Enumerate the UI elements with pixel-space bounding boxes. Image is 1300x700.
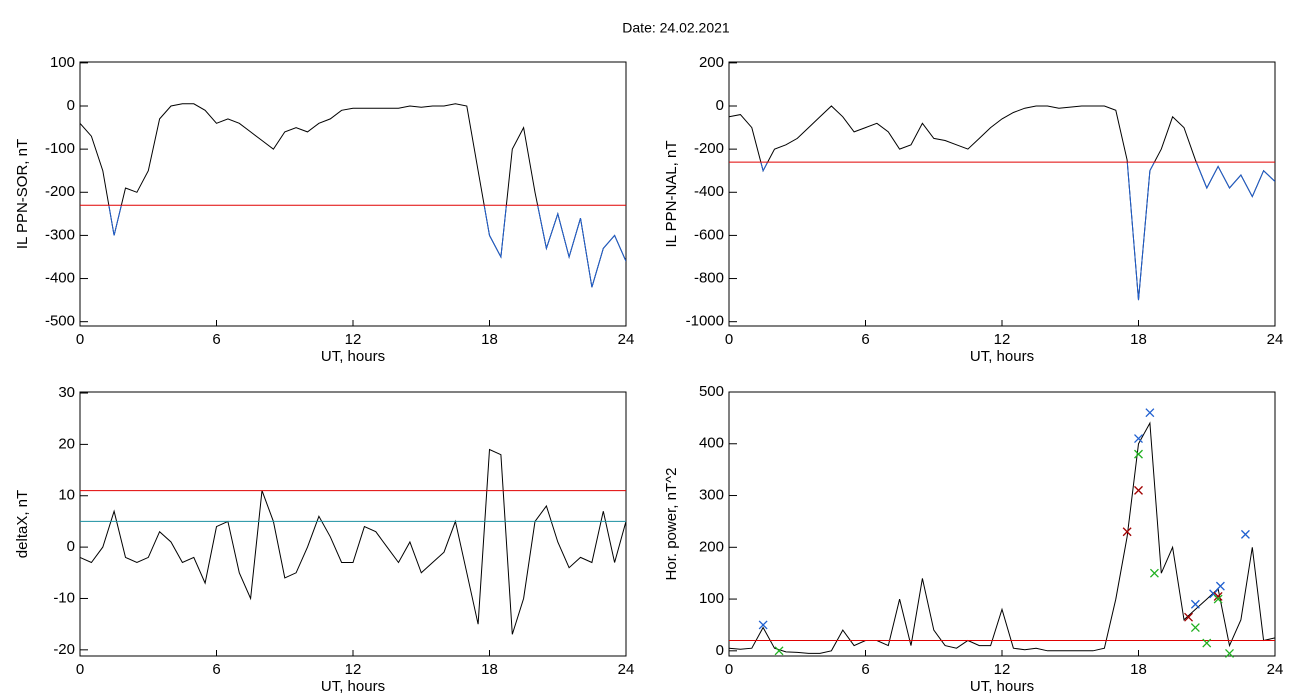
marker xyxy=(774,646,784,656)
y-tick-label: 0 xyxy=(67,97,75,114)
y-tick-label: -800 xyxy=(694,270,724,287)
x-axis-label: UT, hours xyxy=(970,678,1034,695)
marker xyxy=(1190,599,1200,609)
y-tick-label: -200 xyxy=(45,183,75,200)
y-tick-label: -10 xyxy=(53,589,75,606)
chart: 0 6 12 18 24 0 100 200 300 400 500 UT, hours Hor. po… xyxy=(663,383,1283,695)
marker xyxy=(1190,623,1200,632)
y-tick-label: -20 xyxy=(53,641,75,658)
x-tick-label: 12 xyxy=(994,331,1011,348)
y-tick-label: 0 xyxy=(716,97,724,114)
y-tick-label: 100 xyxy=(50,54,75,71)
plot-frame xyxy=(79,61,627,327)
y-tick-label: 0 xyxy=(67,538,75,555)
marker xyxy=(758,620,768,630)
marker xyxy=(1213,592,1223,601)
marker xyxy=(1202,638,1212,648)
x-tick-label: 18 xyxy=(481,661,498,678)
x-tick-label: 12 xyxy=(994,661,1011,678)
y-axis-label: IL PPN-SOR, nT xyxy=(14,139,31,249)
y-tick-label: -100 xyxy=(45,140,75,157)
data-line xyxy=(79,103,627,288)
data-line-below-threshold xyxy=(760,162,1275,301)
x-tick-label: 12 xyxy=(345,661,362,678)
marker xyxy=(1134,449,1143,459)
x-tick-label: 12 xyxy=(345,331,362,348)
marker xyxy=(1184,612,1194,622)
y-axis-label: deltaX, nT xyxy=(14,490,31,558)
marker xyxy=(1145,408,1155,418)
x-tick-label: 18 xyxy=(1130,331,1147,348)
y-tick-label: -1000 xyxy=(686,313,724,330)
marker xyxy=(1122,527,1132,537)
y-axis-label: Hor. power, nT^2 xyxy=(663,468,680,581)
marker xyxy=(1240,529,1250,539)
y-tick-label: 30 xyxy=(58,384,75,401)
x-axis-label: UT, hours xyxy=(970,348,1034,365)
x-tick-label: 0 xyxy=(76,661,84,678)
chart: 0 6 12 18 24 -500 -400 -300 -200 -100 0 100 UT, hour… xyxy=(14,54,634,365)
x-tick-label: 6 xyxy=(212,661,220,678)
marker xyxy=(1149,568,1159,578)
marker xyxy=(1134,434,1143,444)
chart: 0 6 12 18 24 -1000 -800 -600 -400 -200 0 200 UT, hou… xyxy=(663,54,1283,365)
y-tick-label: 300 xyxy=(699,486,724,503)
marker xyxy=(1225,648,1234,658)
x-tick-label: 6 xyxy=(861,331,869,348)
y-tick-label: -400 xyxy=(45,270,75,287)
y-tick-label: -300 xyxy=(45,226,75,243)
plot-frame xyxy=(79,391,627,657)
x-tick-label: 24 xyxy=(1267,331,1284,348)
y-tick-label: 400 xyxy=(699,435,724,452)
marker xyxy=(1213,594,1223,604)
x-tick-label: 18 xyxy=(1130,661,1147,678)
x-tick-label: 0 xyxy=(725,331,733,348)
x-tick-label: 0 xyxy=(76,331,84,348)
y-tick-label: 200 xyxy=(699,538,724,555)
data-line-below-threshold xyxy=(108,205,626,288)
y-tick-label: -200 xyxy=(694,140,724,157)
y-tick-label: 20 xyxy=(58,435,75,452)
y-tick-label: 200 xyxy=(699,54,724,71)
y-axis-label: IL PPN-NAL, nT xyxy=(663,141,680,248)
marker xyxy=(1215,581,1225,591)
x-axis-label: UT, hours xyxy=(321,678,385,695)
data-line xyxy=(79,448,627,635)
x-tick-label: 0 xyxy=(725,661,733,678)
chart: 0 6 12 18 24 -20 -10 0 10 20 30 UT, hours deltaX, nT xyxy=(14,384,634,695)
x-tick-label: 24 xyxy=(1267,661,1284,678)
plot-frame xyxy=(728,61,1276,327)
data-line xyxy=(728,105,1276,301)
plot-frame xyxy=(728,391,1276,657)
marker xyxy=(1134,485,1143,495)
y-tick-label: -400 xyxy=(694,183,724,200)
figure-title: Date: 24.02.2021 xyxy=(622,20,730,36)
x-tick-label: 24 xyxy=(618,331,635,348)
y-tick-label: -500 xyxy=(45,313,75,330)
y-tick-label: 0 xyxy=(716,642,724,659)
x-tick-label: 6 xyxy=(212,331,220,348)
y-tick-label: 500 xyxy=(699,383,724,400)
data-line xyxy=(728,421,1276,654)
y-tick-label: -600 xyxy=(694,226,724,243)
x-axis-label: UT, hours xyxy=(321,348,385,365)
x-tick-label: 18 xyxy=(481,331,498,348)
y-tick-label: 100 xyxy=(699,590,724,607)
x-tick-label: 24 xyxy=(618,661,635,678)
x-tick-label: 6 xyxy=(861,661,869,678)
y-tick-label: 10 xyxy=(58,487,75,504)
